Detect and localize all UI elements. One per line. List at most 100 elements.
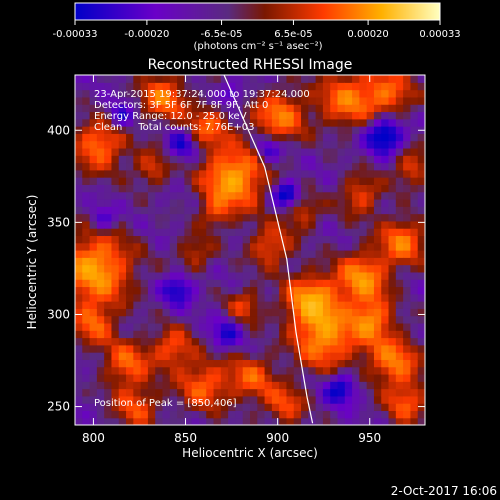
heatmap-cell [169,315,178,324]
heatmap-cell [410,184,419,193]
heatmap-cell [118,352,127,360]
heatmap-cell [293,162,302,171]
heatmap-cell [111,228,120,237]
heatmap-cell [89,96,98,105]
heatmap-cell [133,366,142,375]
heatmap-cell [147,279,156,288]
heatmap-cell [177,89,185,98]
heatmap-cell [257,198,266,207]
heatmap-cell [133,410,142,419]
heatmap-cell [184,352,193,360]
heatmap-cell [373,198,382,207]
heatmap-cell [381,198,390,207]
heatmap-cell [301,373,309,382]
heatmap-cell [403,293,412,302]
heatmap-cell [322,75,331,83]
heatmap-cell [126,155,134,164]
heatmap-cell [388,264,397,273]
heatmap-cell [344,242,353,251]
heatmap-cell [417,359,425,368]
heatmap-cell [213,155,222,164]
heatmap-cell [162,155,171,164]
heatmap-cell [322,82,331,91]
heatmap-cell [359,308,368,317]
heatmap-cell [257,118,266,127]
heatmap-cell [250,257,258,266]
heatmap-cell [140,352,149,360]
heatmap-cell [228,322,237,331]
heatmap-cell [250,286,258,295]
heatmap-cell [89,403,98,412]
heatmap-cell [228,337,237,346]
heatmap-cell [228,279,237,288]
heatmap-cell [410,126,419,134]
heatmap-cell [118,104,127,113]
heatmap-cell [257,169,266,178]
heatmap-cell [322,352,331,360]
heatmap-cell [330,89,339,98]
heatmap-cell [242,381,251,390]
heatmap-cell [184,184,193,193]
heatmap-cell [169,235,178,244]
heatmap-cell [184,308,193,317]
heatmap-cell [293,271,302,280]
heatmap-cell [322,337,331,346]
heatmap-cell [82,381,91,390]
heatmap-cell [89,308,98,317]
heatmap-cell [118,140,127,149]
heatmap-cell [155,322,164,331]
heatmap-cell [293,133,302,142]
heatmap-cell [359,96,368,105]
heatmap-cell [242,220,251,229]
heatmap-cell [118,315,127,324]
heatmap-cell [89,257,98,266]
heatmap-cell [206,286,215,295]
heatmap-cell [235,257,244,266]
heatmap-cell [403,344,412,353]
heatmap-cell [366,126,375,134]
heatmap-cell [235,344,244,353]
heatmap-cell [228,111,237,120]
heatmap-cell [228,206,237,215]
heatmap-cell [417,162,425,171]
heatmap-cell [417,395,425,404]
heatmap-cell [403,250,412,258]
heatmap-cell [220,410,229,419]
heatmap-cell [381,133,390,142]
heatmap-cell [177,315,185,324]
heatmap-cell [271,257,280,266]
heatmap-cell [126,337,134,346]
heatmap-cell [286,388,295,397]
heatmap-cell [177,104,185,113]
heatmap-cell [206,250,215,258]
heatmap-cell [395,410,404,419]
colorbar-units: (photons cm⁻² s⁻¹ asec⁻²) [193,41,322,52]
heatmap-cell [206,403,215,412]
heatmap-cell [198,388,207,397]
heatmap-cell [82,213,91,222]
heatmap-cell [301,388,309,397]
heatmap-cell [111,140,120,149]
heatmap-cell [162,184,171,193]
heatmap-cell [417,344,425,353]
heatmap-cell [271,111,280,120]
heatmap-cell [198,279,207,288]
heatmap-cell [235,155,244,164]
heatmap-cell [169,191,178,200]
heatmap-cell [337,177,346,185]
heatmap-cell [417,264,425,273]
heatmap-cell [184,82,193,91]
heatmap-cell [359,213,368,222]
heatmap-cell [271,359,280,368]
heatmap-cell [271,388,280,397]
heatmap-cell [162,308,171,317]
heatmap-cell [126,184,134,193]
heatmap-cell [177,220,185,229]
heatmap-cell [242,286,251,295]
heatmap-cell [271,417,280,425]
heatmap-cell [155,118,164,127]
heatmap-cell [213,228,222,237]
heatmap-cell [373,250,382,258]
heatmap-cell [155,301,164,309]
heatmap-cell [330,82,339,91]
